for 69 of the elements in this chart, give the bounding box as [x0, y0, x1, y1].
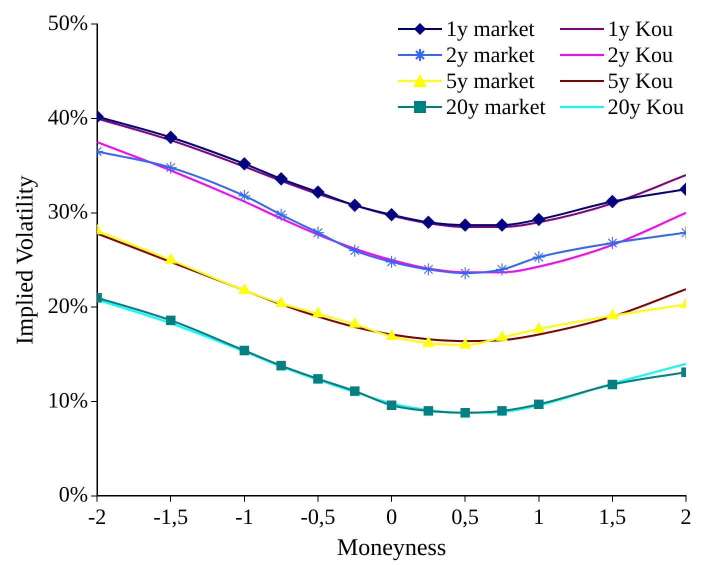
legend-label: 20y Kou	[608, 94, 684, 120]
point	[386, 330, 398, 340]
point	[348, 198, 362, 212]
point	[422, 262, 435, 276]
point	[495, 262, 508, 276]
point	[495, 218, 508, 232]
point	[164, 161, 178, 174]
point	[534, 400, 544, 410]
point	[606, 195, 619, 208]
point	[606, 236, 619, 250]
legend-label: 2y market	[446, 42, 535, 68]
y-tick-label: 30%	[48, 198, 88, 224]
point	[459, 338, 471, 348]
point	[386, 400, 396, 410]
y-tick-label: 0%	[58, 482, 88, 507]
x-tick-label: 0	[386, 504, 398, 529]
legend-label: 5y Kou	[608, 68, 673, 94]
point	[166, 316, 176, 326]
point	[497, 406, 507, 416]
point	[240, 346, 250, 356]
y-tick-label: 20%	[48, 292, 88, 318]
point	[276, 360, 286, 370]
point	[532, 212, 546, 226]
point	[274, 172, 288, 186]
x-tick-label: 2	[680, 504, 692, 529]
point	[608, 380, 618, 390]
x-tick-label: -1	[235, 504, 254, 529]
point	[312, 307, 324, 318]
point	[460, 408, 470, 418]
point	[350, 386, 360, 396]
point	[385, 255, 398, 268]
point	[238, 157, 251, 170]
point	[238, 284, 250, 294]
x-axis-title: Moneyness	[336, 534, 446, 561]
legend-label: 2y Kou	[608, 42, 673, 68]
point	[274, 208, 288, 222]
x-tick-label: -2	[88, 504, 106, 529]
legend-label: 1y Kou	[608, 16, 673, 42]
point	[424, 406, 434, 416]
point	[458, 218, 472, 232]
point	[349, 318, 360, 328]
point	[385, 208, 398, 222]
legend-label: 5y market	[446, 68, 535, 94]
point	[311, 186, 324, 199]
point	[533, 322, 544, 332]
y-axis-title: Implied Volatility	[12, 175, 39, 345]
point	[313, 374, 323, 384]
x-tick-label: 0,5	[451, 504, 479, 529]
legend-label: 20y market	[446, 94, 546, 120]
point	[496, 330, 508, 341]
y-tick-label: 50%	[48, 10, 88, 35]
point	[422, 336, 434, 346]
x-tick-label: 1,5	[598, 504, 626, 529]
x-tick-label: 1	[533, 504, 544, 529]
y-tick-label: 10%	[48, 387, 88, 412]
point	[165, 254, 176, 264]
x-tick-label: -1,5	[153, 504, 188, 529]
point	[275, 296, 287, 307]
point	[606, 309, 618, 320]
y-tick-label: 40%	[48, 104, 88, 130]
point	[422, 216, 435, 229]
point	[348, 244, 362, 258]
point	[458, 266, 472, 280]
x-tick-label: -0,5	[300, 504, 336, 529]
point	[238, 189, 251, 202]
point	[164, 130, 178, 144]
point	[532, 250, 546, 264]
point	[311, 226, 324, 240]
legend-label: 1y market	[446, 16, 535, 42]
